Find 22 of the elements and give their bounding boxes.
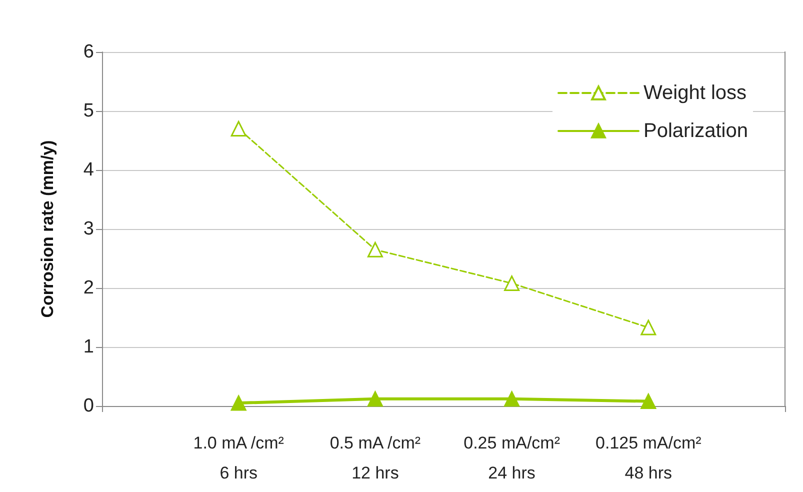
y-tick-label: 0 (83, 396, 94, 416)
x-tick-label: 0.5 mA /cm² 12 hrs (330, 434, 421, 482)
point (504, 391, 520, 407)
point (230, 120, 246, 136)
x-tick-label: 1.0 mA /cm² 6 hrs (193, 434, 284, 482)
y-tick-label: 1 (83, 336, 94, 358)
point (640, 320, 656, 336)
y-tick-label: 4 (83, 160, 94, 180)
legend-label: Polarization (644, 120, 748, 142)
point (640, 394, 656, 410)
y-axis-title: Corrosion rate (mm/y) (38, 140, 57, 318)
point (504, 276, 520, 292)
y-tick-label: 6 (83, 42, 94, 62)
x-tick-label: 0.25 mA/cm² 24 hrs (464, 434, 560, 482)
y-tick-label: 5 (83, 100, 94, 122)
y-tick-label: 2 (83, 278, 94, 298)
y-tick-label: 3 (83, 218, 94, 240)
point (367, 242, 383, 258)
legend-label: Weight loss (644, 82, 747, 104)
point (367, 391, 383, 407)
point (230, 395, 246, 411)
x-tick-label: 0.125 mA/cm² 48 hrs (595, 434, 702, 482)
